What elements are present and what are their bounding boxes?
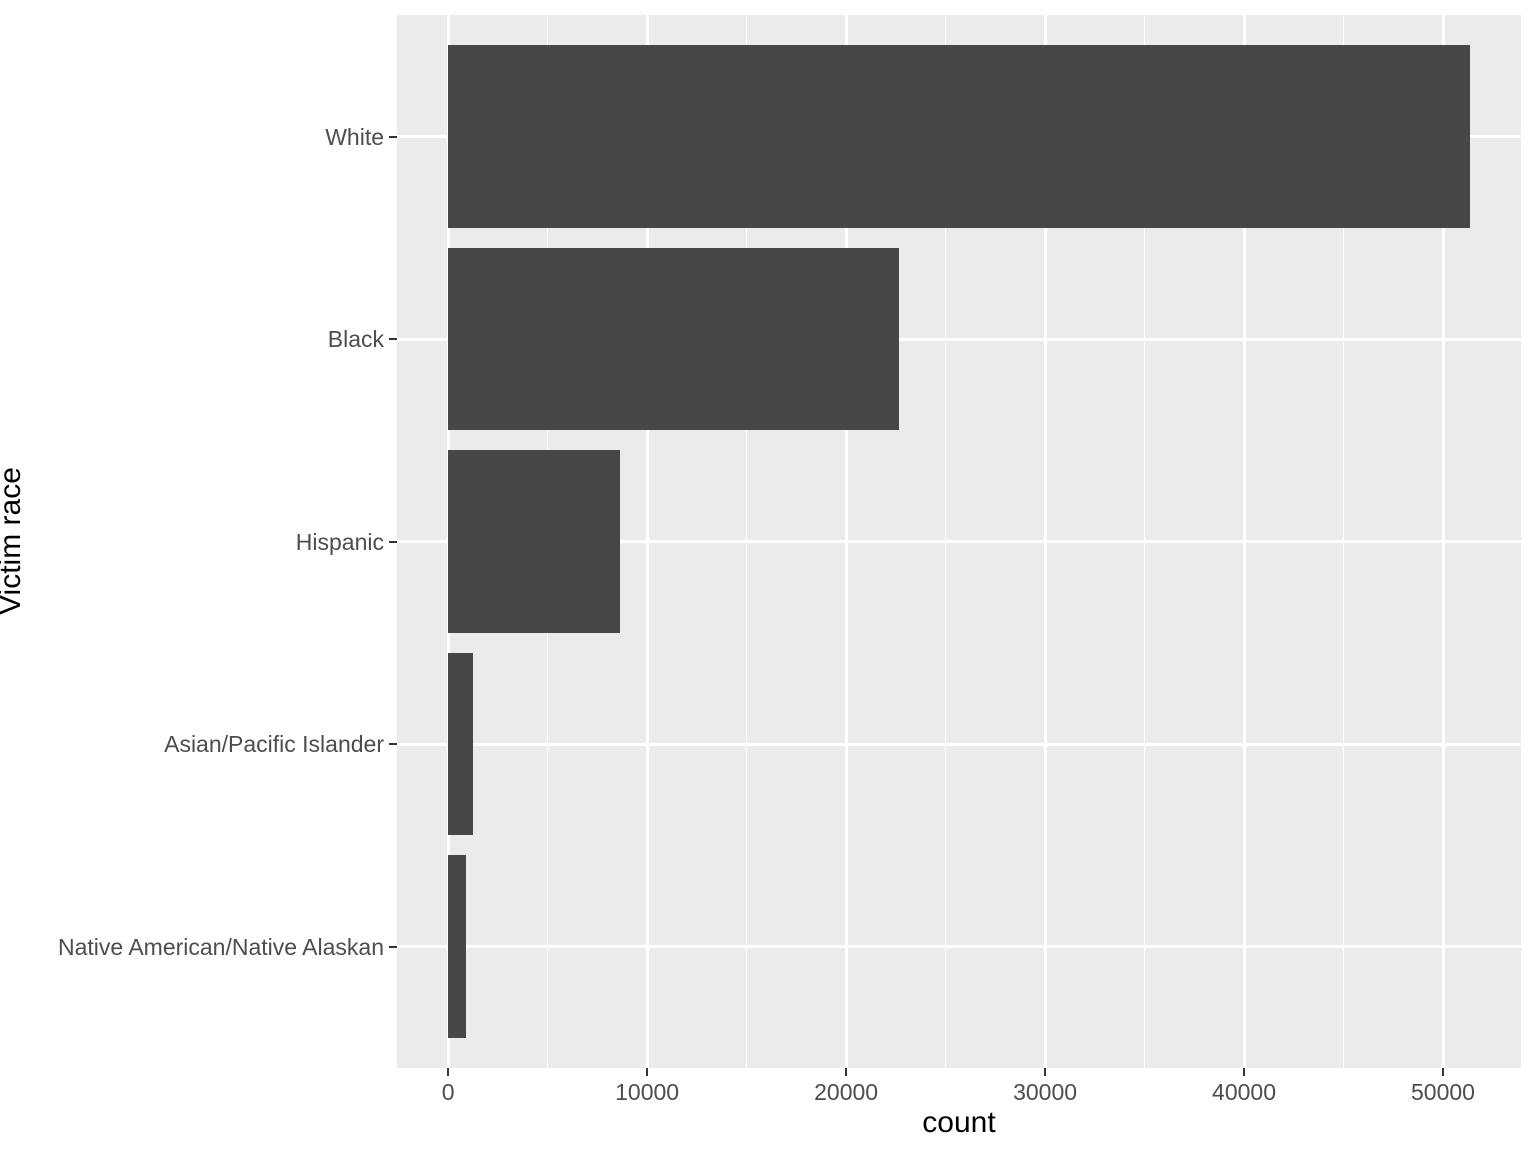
x-tick-mark xyxy=(1243,1068,1246,1076)
y-major-gridline xyxy=(397,337,1521,341)
bar-black xyxy=(448,247,899,431)
y-tick-mark xyxy=(389,338,397,340)
y-tick-mark xyxy=(389,540,397,543)
x-tick-label: 10000 xyxy=(615,1079,680,1105)
y-major-gridline xyxy=(397,540,1521,543)
x-tick-label: 40000 xyxy=(1212,1079,1277,1105)
y-tick-label: Black xyxy=(327,326,384,352)
x-tick-mark xyxy=(646,1068,649,1076)
x-tick-mark xyxy=(1044,1068,1047,1076)
y-major-gridline xyxy=(397,742,1521,746)
bar-asian-pacific-islander xyxy=(448,652,473,836)
bar-native-american-native-alaskan xyxy=(448,855,467,1038)
x-tick-mark xyxy=(447,1068,450,1076)
y-tick-mark xyxy=(389,743,397,745)
y-tick-label: Native American/Native Alaskan xyxy=(58,933,384,960)
y-tick-mark xyxy=(389,135,397,138)
bar-white xyxy=(448,45,1470,228)
y-tick-label: White xyxy=(325,123,384,150)
x-axis-title: count xyxy=(922,1106,996,1139)
y-tick-label: Asian/Pacific Islander xyxy=(164,731,384,757)
y-tick-label: Hispanic xyxy=(295,528,384,555)
x-tick-label: 30000 xyxy=(1013,1079,1078,1105)
x-tick-label: 20000 xyxy=(814,1079,879,1105)
x-tick-mark xyxy=(1442,1068,1444,1076)
plot-panel xyxy=(397,15,1521,1068)
y-major-gridline xyxy=(397,945,1521,948)
bar-hispanic xyxy=(448,450,621,633)
y-tick-mark xyxy=(389,945,397,948)
x-tick-mark xyxy=(845,1068,848,1076)
x-tick-label: 0 xyxy=(441,1079,455,1105)
x-tick-label: 50000 xyxy=(1411,1079,1475,1105)
